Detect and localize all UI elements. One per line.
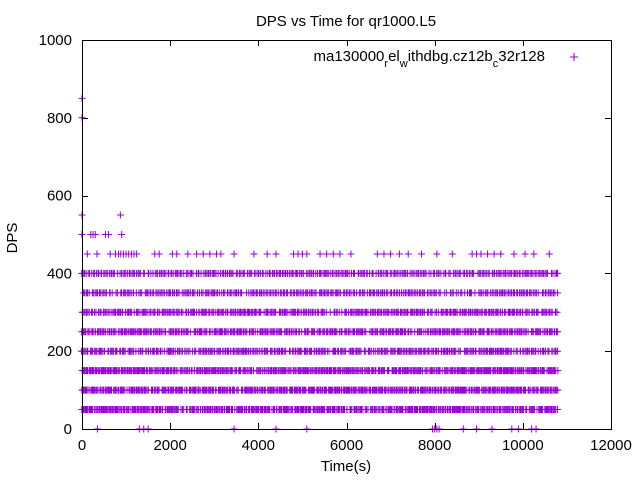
data-point	[554, 328, 562, 336]
y-tick-label: 600	[47, 188, 72, 205]
data-point	[83, 250, 91, 258]
x-tick-label: 2000	[153, 437, 186, 454]
x-tick-label: 6000	[330, 437, 363, 454]
x-tick-label: 4000	[242, 437, 275, 454]
legend-marker	[570, 53, 578, 61]
data-point	[554, 386, 562, 394]
data-point	[217, 250, 225, 258]
data-point	[184, 250, 192, 258]
data-point	[448, 250, 456, 258]
data-point	[554, 289, 562, 297]
data-point	[329, 250, 337, 258]
y-tick-label: 200	[47, 343, 72, 360]
plot-frame	[82, 40, 612, 430]
x-tick-label: 12000	[590, 437, 632, 454]
x-tick-label: 0	[78, 437, 86, 454]
data-point	[554, 269, 562, 277]
data-point	[553, 347, 561, 355]
data-point	[521, 250, 529, 258]
band-200	[78, 347, 561, 355]
data-point	[553, 406, 561, 414]
data-point	[380, 250, 388, 258]
data-point	[199, 250, 207, 258]
band-100	[78, 386, 562, 394]
data-point	[545, 250, 553, 258]
band-250	[78, 328, 562, 336]
data-point	[530, 250, 538, 258]
x-tick-label: 10000	[502, 437, 544, 454]
data-point	[323, 250, 331, 258]
y-axis-label: DPS	[4, 223, 21, 254]
y-tick-label: 800	[47, 110, 72, 127]
data-point	[173, 250, 181, 258]
legend-label: ma130000relwithdbg.cz12bc32r128	[313, 48, 545, 70]
data-point	[206, 250, 214, 258]
data-point	[155, 250, 163, 258]
band-400	[78, 269, 562, 277]
data-point	[417, 250, 425, 258]
data-point	[477, 250, 485, 258]
band-300	[78, 308, 561, 316]
x-tick-label: 8000	[418, 437, 451, 454]
data-point	[118, 231, 126, 238]
data-point	[433, 250, 441, 258]
data-point	[387, 250, 395, 258]
y-tick-label: 400	[47, 265, 72, 282]
chart-title: DPS vs Time for qr1000.L5	[256, 13, 436, 30]
data-point	[404, 250, 412, 258]
data-point	[116, 211, 124, 219]
data-point	[91, 231, 99, 238]
data-point	[272, 250, 280, 258]
data-point	[336, 250, 344, 258]
data-points	[78, 94, 562, 433]
data-point	[263, 250, 271, 258]
data-point	[347, 250, 355, 258]
data-point	[104, 231, 112, 238]
data-point	[490, 250, 498, 258]
data-point	[250, 250, 258, 258]
data-point	[553, 308, 561, 316]
data-point	[497, 250, 505, 258]
data-point	[316, 250, 324, 258]
data-point	[373, 250, 381, 258]
y-tick-label: 1000	[39, 32, 72, 49]
data-point	[484, 250, 492, 258]
data-point	[230, 250, 238, 258]
data-point	[303, 250, 311, 258]
data-point	[554, 367, 562, 375]
data-point	[133, 250, 141, 258]
band-150	[78, 367, 562, 375]
data-point	[93, 250, 101, 258]
band-50	[78, 406, 561, 414]
data-point	[193, 250, 201, 258]
data-point	[395, 250, 403, 258]
y-tick-label: 0	[64, 421, 72, 438]
x-axis-label: Time(s)	[321, 458, 371, 475]
legend: ma130000relwithdbg.cz12bc32r128	[313, 48, 578, 70]
band-350	[80, 289, 562, 297]
data-point	[510, 250, 518, 258]
